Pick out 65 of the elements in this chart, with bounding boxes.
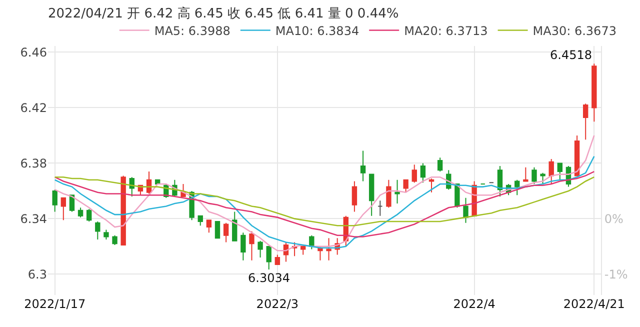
legend-label: MA5: 6.3988 (154, 24, 230, 38)
candlestick (232, 211, 238, 242)
candlestick (514, 179, 520, 196)
candlestick (249, 230, 254, 261)
candlestick (60, 197, 66, 221)
y-tick-label: 6.42 (20, 100, 47, 115)
candlestick (532, 166, 537, 185)
candlestick (300, 244, 306, 256)
y-tick-label: 6.34 (20, 212, 47, 226)
legend-label: MA20: 6.3713 (404, 24, 488, 38)
candlestick (368, 174, 374, 216)
candlestick (206, 220, 212, 234)
candlestick (52, 189, 58, 212)
candlestick (540, 172, 546, 185)
candlestick (360, 150, 366, 182)
candlestick (463, 197, 468, 224)
x-tick-label: 2022/4 (453, 297, 496, 311)
candlestick (112, 234, 118, 246)
candlestick (428, 178, 434, 193)
candlestick (86, 208, 92, 222)
candlestick (104, 229, 109, 240)
candlestick (523, 166, 528, 182)
candlestick (352, 180, 358, 212)
y-tick-label: 6.3 (28, 267, 47, 282)
y2-tick-label: -1% (604, 267, 628, 282)
annotation: 6.3034 (248, 271, 290, 285)
candlestick (326, 238, 332, 261)
line-series (54, 176, 595, 226)
x-tick-label: 2022/4/21 (563, 297, 625, 311)
candlestick (378, 200, 383, 216)
annotation: 6.4518 (550, 48, 592, 62)
candlestick (258, 240, 263, 258)
candlestick (394, 179, 400, 204)
line-series (54, 134, 595, 252)
candlestick (557, 162, 563, 180)
y-tick-label: 6.38 (20, 156, 47, 170)
candlestick (574, 134, 580, 176)
candlestick (214, 220, 220, 239)
candlestick (95, 220, 100, 240)
candlestick (198, 215, 203, 226)
candlestick (437, 157, 443, 172)
candlestick (120, 175, 126, 246)
legend-label: MA30: 6.3673 (532, 24, 616, 38)
y-tick-label: 6.46 (20, 45, 47, 60)
legend-label: MA10: 6.3834 (275, 24, 360, 38)
line-series (54, 156, 595, 248)
candlestick (240, 232, 246, 261)
line-series (54, 170, 595, 238)
candlestick (403, 179, 408, 193)
candlestick (78, 207, 84, 218)
x-tick-label: 2022/3 (256, 297, 299, 311)
candlestick (274, 254, 280, 265)
x-tick-label: 2022/1/17 (24, 297, 86, 311)
candlestick (266, 246, 272, 270)
candlestick (497, 165, 503, 198)
y2-tick-label: 0% (604, 212, 624, 226)
candlestick (420, 162, 426, 184)
candlestick (386, 179, 392, 208)
candlestick (223, 222, 229, 243)
candlestick (582, 103, 588, 140)
candlestick (309, 234, 314, 250)
candlestick (412, 164, 417, 184)
candlestick (548, 158, 554, 185)
candlestick (592, 63, 597, 122)
chart-title: 2022/04/21 开 6.42 高 6.45 收 6.45 低 6.41 量 0 0.44% (48, 5, 399, 22)
